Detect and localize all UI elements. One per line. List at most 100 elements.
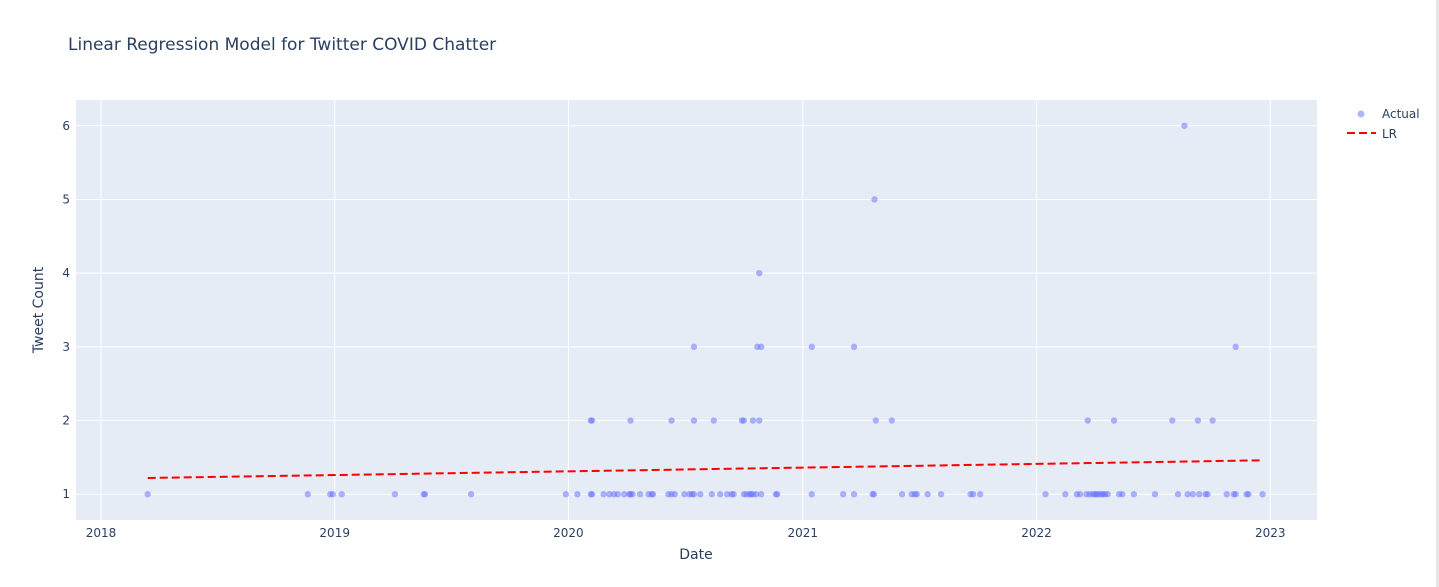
legend-marker-actual (1357, 110, 1365, 118)
x-tick-label: 2019 (319, 526, 350, 540)
y-tick-label: 3 (62, 340, 70, 354)
legend[interactable]: Actual LR (1347, 107, 1420, 141)
data-point (1245, 491, 1252, 498)
chart-title: Linear Regression Model for Twitter COVI… (68, 35, 496, 55)
data-point (752, 491, 760, 498)
data-point (913, 491, 920, 498)
data-point (1223, 491, 1230, 498)
data-point (681, 491, 688, 498)
data-point (924, 491, 931, 498)
data-point (614, 491, 621, 498)
data-point (1110, 417, 1118, 424)
y-tick-label: 6 (62, 119, 70, 133)
data-point (304, 491, 312, 498)
data-point (1232, 343, 1239, 351)
data-point (724, 491, 731, 498)
data-point (872, 417, 879, 424)
data-point (888, 417, 896, 424)
data-point (338, 491, 345, 498)
data-point (600, 491, 607, 498)
data-point (671, 491, 678, 498)
data-point (749, 417, 757, 424)
data-point (871, 196, 878, 203)
data-point (144, 491, 151, 498)
data-point (391, 491, 399, 498)
data-point (1084, 417, 1091, 424)
data-point (588, 491, 596, 498)
data-point (1189, 491, 1196, 498)
data-point (629, 491, 636, 498)
data-point (730, 491, 737, 498)
data-point (839, 491, 847, 498)
y-axis-title: Tweet Count (31, 266, 47, 354)
data-point (757, 343, 765, 351)
data-point (1119, 491, 1126, 498)
y-tick-label: 5 (62, 192, 70, 206)
x-tick-label: 2023 (1255, 526, 1286, 540)
data-point (1209, 417, 1216, 424)
data-point (627, 417, 634, 424)
data-point (969, 491, 977, 498)
actual-series (144, 122, 1266, 498)
data-point (1184, 491, 1191, 498)
y-tick-label: 2 (62, 414, 70, 428)
data-point (898, 491, 906, 498)
data-point (467, 491, 475, 498)
data-point (690, 417, 698, 424)
data-point (562, 491, 570, 498)
data-point (773, 491, 781, 498)
data-point (757, 491, 765, 498)
legend-label-lr: LR (1382, 127, 1397, 141)
data-point (620, 491, 628, 498)
x-tick-label: 2022 (1021, 526, 1052, 540)
data-point (1174, 491, 1182, 498)
data-point (716, 491, 724, 498)
panel-edge (1436, 0, 1439, 587)
data-point (1259, 491, 1266, 498)
data-point (1194, 417, 1202, 424)
x-axis-title: Date (679, 547, 712, 563)
data-point (756, 417, 763, 424)
data-point (329, 491, 336, 498)
y-axis-ticks: 1 2 3 4 5 6 (62, 119, 70, 501)
y-tick-label: 4 (62, 266, 70, 280)
data-point (574, 491, 581, 498)
data-point (710, 417, 717, 424)
data-point (588, 417, 596, 424)
data-point (1204, 491, 1211, 498)
lr-series (147, 459, 1263, 479)
x-tick-label: 2020 (553, 526, 584, 540)
data-point (649, 491, 657, 498)
x-axis-ticks: 2018 2019 2020 2021 2022 2023 (86, 526, 1286, 540)
data-point (606, 491, 613, 498)
data-point (1130, 491, 1138, 498)
data-point (808, 343, 815, 351)
plot-area (76, 100, 1317, 520)
data-point (1195, 491, 1203, 498)
data-point (708, 491, 716, 498)
lr-line (147, 459, 1263, 479)
data-point (1062, 491, 1069, 498)
legend-item-actual[interactable]: Actual (1357, 107, 1420, 121)
data-point (1042, 491, 1049, 498)
data-point (1076, 491, 1084, 498)
data-point (668, 417, 675, 424)
legend-item-lr[interactable]: LR (1347, 127, 1397, 141)
data-point (690, 491, 698, 498)
data-point (756, 269, 763, 277)
data-point (976, 491, 984, 498)
data-point (421, 491, 429, 498)
data-point (808, 491, 815, 498)
y-tick-label: 1 (62, 487, 70, 501)
data-point (1104, 491, 1111, 498)
data-point (697, 491, 704, 498)
data-point (1232, 491, 1239, 498)
x-tick-label: 2018 (86, 526, 117, 540)
data-point (850, 343, 858, 351)
data-point (850, 491, 858, 498)
data-point (690, 343, 698, 351)
legend-label-actual: Actual (1382, 107, 1420, 121)
data-point (740, 417, 748, 424)
data-point (1151, 491, 1159, 498)
